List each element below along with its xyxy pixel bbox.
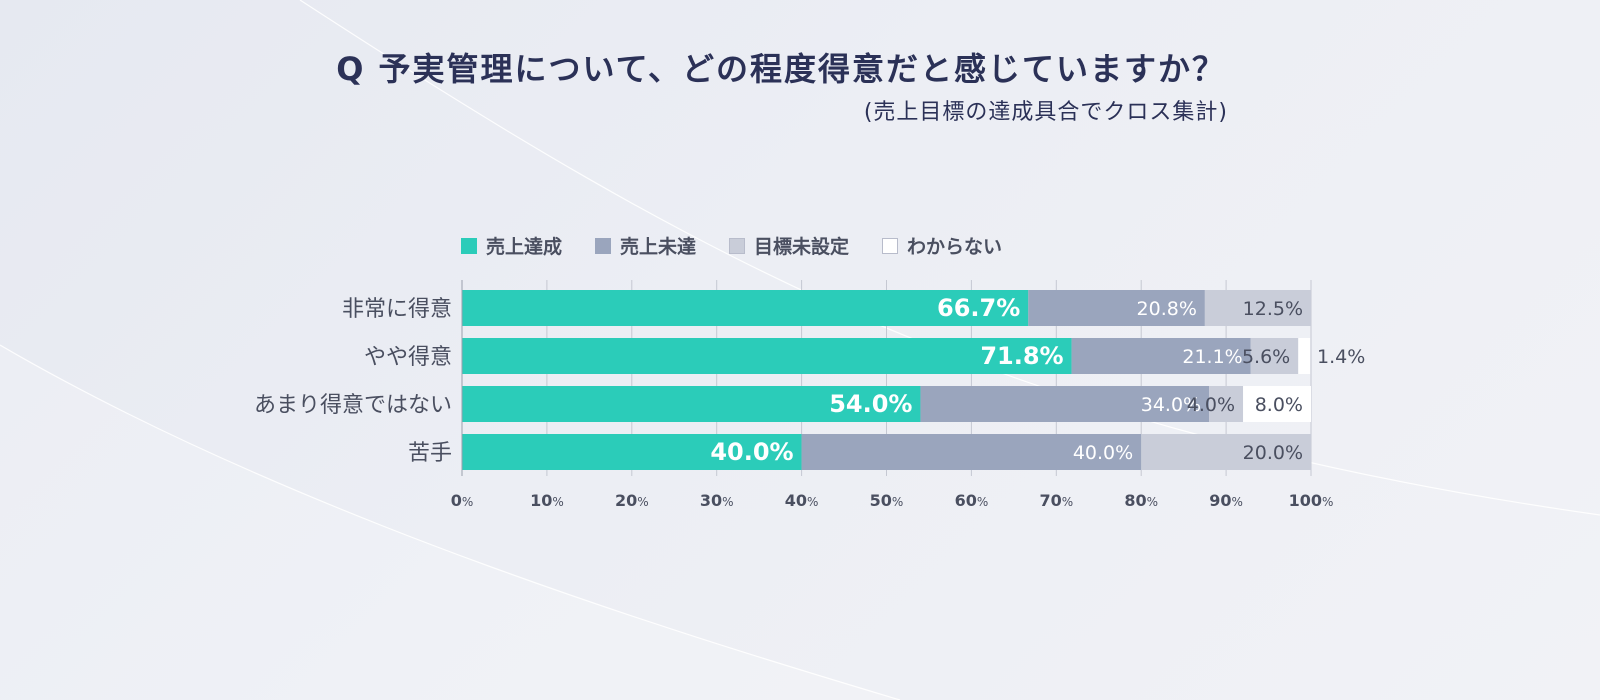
bar-segment xyxy=(1209,386,1244,422)
x-tick-label: 50% xyxy=(870,491,904,510)
bar-segment xyxy=(462,338,1072,374)
category-label: あまり得意ではない xyxy=(254,393,452,418)
x-tick-label: 100% xyxy=(1289,491,1334,510)
legend-item-unknown: わからない xyxy=(882,232,1002,259)
data-label: 40.0% xyxy=(1073,442,1133,464)
x-tick-label: 40% xyxy=(785,491,819,510)
data-label: 21.1% xyxy=(1182,346,1242,368)
data-label: 1.4% xyxy=(1317,346,1365,368)
bar-segment xyxy=(1028,290,1205,326)
data-label: 66.7% xyxy=(937,294,1020,322)
chart-subtitle: (売上目標の達成具合でクロス集計) xyxy=(863,100,1228,125)
legend: 売上達成 売上未達 目標未設定 わからない xyxy=(461,232,1035,259)
legend-label-not-achieved: 売上未達 xyxy=(620,236,697,258)
bar-segment xyxy=(462,290,1029,326)
bar-segment xyxy=(462,434,802,470)
bar-segment xyxy=(1298,338,1311,374)
bar-segment xyxy=(1204,290,1311,326)
category-label: 苦手 xyxy=(408,441,452,466)
legend-swatch-no-target xyxy=(729,237,746,254)
data-label: 34.0% xyxy=(1141,394,1201,416)
bar-segment xyxy=(1071,338,1251,374)
data-label: 71.8% xyxy=(980,342,1063,370)
bar-segment xyxy=(1250,338,1299,374)
x-tick-label: 10% xyxy=(530,491,564,510)
x-tick-label: 90% xyxy=(1209,491,1243,510)
data-label: 20.8% xyxy=(1137,298,1197,320)
data-label: 5.6% xyxy=(1242,346,1290,368)
data-label: 12.5% xyxy=(1243,298,1303,320)
data-label: 8.0% xyxy=(1255,394,1303,416)
x-tick-label: 20% xyxy=(615,491,649,510)
bar-segment xyxy=(1141,434,1311,470)
bar-segment xyxy=(1243,386,1311,422)
x-tick-label: 60% xyxy=(955,491,989,510)
x-tick-label: 0% xyxy=(451,491,474,510)
chart-title: Q 予実管理について、どの程度得意だと感じていますか？ xyxy=(336,50,1226,88)
data-label: 40.0% xyxy=(710,438,793,466)
legend-swatch-unknown xyxy=(882,237,899,254)
bar-segment xyxy=(801,434,1142,470)
legend-label-no-target: 目標未設定 xyxy=(754,236,850,258)
x-tick-label: 30% xyxy=(700,491,734,510)
x-tick-label: 80% xyxy=(1124,491,1158,510)
bar-segment xyxy=(462,386,921,422)
data-label: 54.0% xyxy=(829,390,912,418)
legend-label-unknown: わからない xyxy=(907,236,1003,258)
category-label: 非常に得意 xyxy=(342,297,452,322)
legend-item-achieved: 売上達成 xyxy=(461,232,562,259)
bar-segment xyxy=(920,386,1210,422)
legend-label-achieved: 売上達成 xyxy=(486,236,563,258)
legend-swatch-achieved xyxy=(461,237,477,254)
data-label: 4.0% xyxy=(1187,394,1235,416)
category-label: やや得意 xyxy=(364,345,452,370)
data-label: 20.0% xyxy=(1243,442,1303,464)
legend-item-not-achieved: 売上未達 xyxy=(595,232,696,259)
legend-item-no-target: 目標未設定 xyxy=(729,232,849,259)
x-tick-label: 70% xyxy=(1039,491,1073,510)
legend-swatch-not-achieved xyxy=(595,237,612,254)
